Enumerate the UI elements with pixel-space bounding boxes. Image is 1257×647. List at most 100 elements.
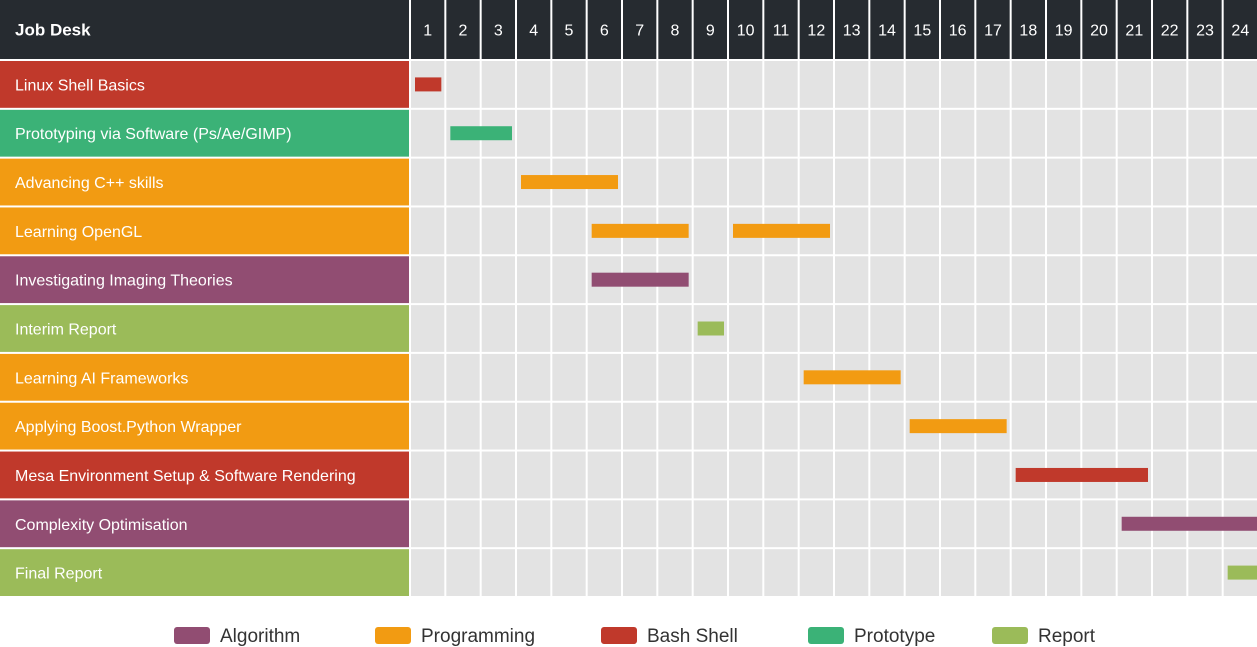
column-header-label: 2 xyxy=(459,23,468,40)
grid-cell xyxy=(1153,353,1187,401)
grid-cell xyxy=(481,353,515,401)
grid-cell xyxy=(1011,500,1045,548)
grid-cell xyxy=(1117,61,1151,108)
grid-cell xyxy=(1153,549,1187,596)
grid-cell xyxy=(1153,61,1187,108)
column-header-label: 3 xyxy=(494,23,503,40)
grid-cell xyxy=(799,256,833,304)
grid-cell xyxy=(729,549,763,596)
column-header-label: 1 xyxy=(423,23,432,40)
grid-cell xyxy=(446,353,480,401)
legend-label: Bash Shell xyxy=(647,626,738,647)
grid-cell xyxy=(1153,109,1187,157)
grid-cell xyxy=(552,305,586,352)
grid-cell xyxy=(1153,305,1187,352)
grid-cell xyxy=(941,207,975,255)
grid-cell xyxy=(729,158,763,206)
grid-cell xyxy=(1011,207,1045,255)
grid-cell xyxy=(905,353,939,401)
grid-cell xyxy=(870,61,904,108)
column-header-cell xyxy=(1047,0,1081,59)
grid-cell xyxy=(1223,256,1257,304)
grid-cell xyxy=(941,451,975,499)
grid-cell xyxy=(552,402,586,450)
task-bar xyxy=(521,175,618,190)
task-label-cell xyxy=(0,158,409,206)
grid-cell xyxy=(764,305,798,352)
grid-cell xyxy=(1082,61,1116,108)
grid-cell xyxy=(729,451,763,499)
grid-cell xyxy=(1011,305,1045,352)
grid-cell xyxy=(1011,61,1045,108)
legend-label: Algorithm xyxy=(220,626,300,647)
grid-cell xyxy=(1011,353,1045,401)
grid-cell xyxy=(623,158,657,206)
task-label: Interim Report xyxy=(15,322,117,339)
grid-cell xyxy=(976,549,1010,596)
grid-cell xyxy=(411,109,445,157)
grid-cell xyxy=(446,305,480,352)
column-header-label: 9 xyxy=(706,23,715,40)
grid-cell xyxy=(976,256,1010,304)
column-header-cell xyxy=(764,0,798,59)
grid-cell xyxy=(729,61,763,108)
grid-cell xyxy=(941,549,975,596)
grid-cell xyxy=(1082,158,1116,206)
grid-cell xyxy=(517,109,551,157)
grid-cell xyxy=(587,353,621,401)
column-header-cell xyxy=(729,0,763,59)
grid-cell xyxy=(1188,402,1222,450)
grid-cell xyxy=(1082,549,1116,596)
column-header-label: 11 xyxy=(773,23,790,40)
grid-cell xyxy=(1188,353,1222,401)
legend-swatch xyxy=(174,627,210,644)
grid-cell xyxy=(764,549,798,596)
grid-cell xyxy=(799,109,833,157)
grid-cell xyxy=(1153,451,1187,499)
grid-cell xyxy=(905,451,939,499)
column-header-cell xyxy=(870,0,904,59)
column-header-cell xyxy=(517,0,551,59)
column-header-cell xyxy=(799,0,833,59)
grid-cell xyxy=(905,109,939,157)
column-header-label: 14 xyxy=(878,23,896,40)
grid-cell xyxy=(764,158,798,206)
grid-cell xyxy=(1082,305,1116,352)
grid-cell xyxy=(693,451,727,499)
task-bar xyxy=(697,321,724,336)
column-header-label: 7 xyxy=(635,23,644,40)
column-header-label: 5 xyxy=(565,23,574,40)
grid-cell xyxy=(481,61,515,108)
task-label-cell xyxy=(0,353,409,401)
grid-cell xyxy=(835,61,869,108)
grid-cell xyxy=(481,207,515,255)
grid-cell xyxy=(587,109,621,157)
grid-cell xyxy=(1047,207,1081,255)
column-header-label: 12 xyxy=(807,23,825,40)
grid-cell xyxy=(764,61,798,108)
task-label-cell xyxy=(0,549,409,596)
grid-cell xyxy=(693,61,727,108)
grid-cell xyxy=(799,549,833,596)
grid-cell xyxy=(587,402,621,450)
grid-cell xyxy=(835,305,869,352)
grid-cell xyxy=(693,158,727,206)
grid-cell xyxy=(1153,402,1187,450)
grid-cell xyxy=(1047,109,1081,157)
grid-cell xyxy=(446,256,480,304)
grid-cell xyxy=(481,305,515,352)
grid-cell xyxy=(976,353,1010,401)
grid-cell xyxy=(1117,158,1151,206)
grid-cell xyxy=(623,61,657,108)
grid-cell xyxy=(1188,549,1222,596)
task-bar xyxy=(803,370,901,385)
grid-cell xyxy=(729,305,763,352)
column-header-cell xyxy=(941,0,975,59)
grid-cell xyxy=(1082,500,1116,548)
task-bar xyxy=(733,223,830,238)
grid-cell xyxy=(552,207,586,255)
grid-cell xyxy=(658,109,692,157)
grid-cell xyxy=(446,61,480,108)
grid-cell xyxy=(905,549,939,596)
grid-cell xyxy=(1188,109,1222,157)
